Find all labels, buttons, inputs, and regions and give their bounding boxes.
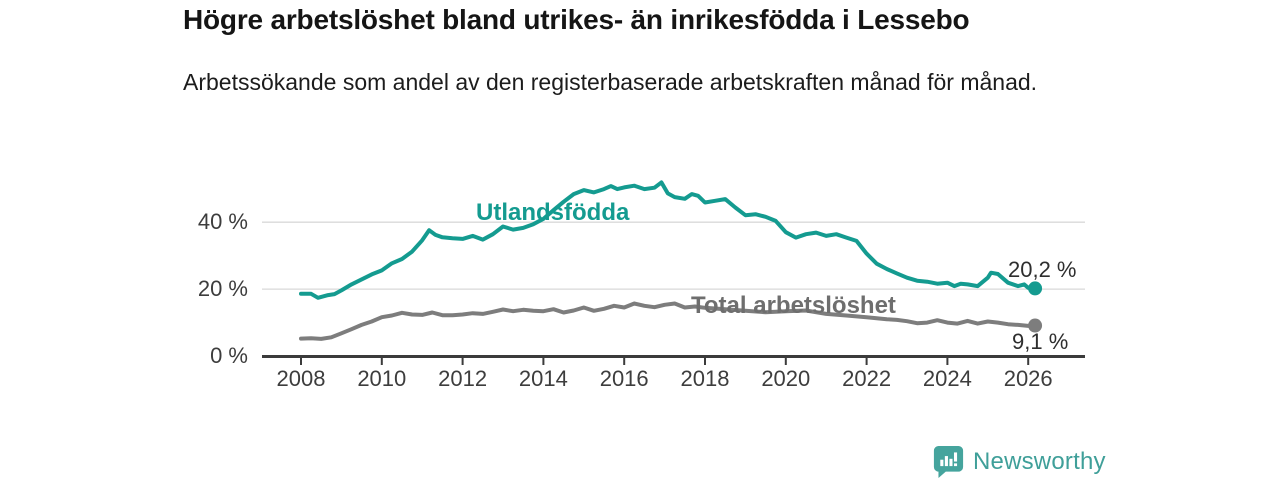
bar-chart-speech-bubble-icon (933, 446, 964, 478)
y-axis-tick-label: 40 % (197, 209, 248, 235)
y-axis-tick-label: 0 % (210, 343, 248, 368)
y-axis-tick-label: 20 % (197, 276, 248, 302)
x-axis-tick-label: 2012 (438, 366, 488, 391)
page-title: Högre arbetslöshet bland utrikes- än inr… (183, 4, 970, 35)
x-axis-tick-label: 2008 (276, 366, 326, 391)
x-axis-tick-label: 2026 (1003, 366, 1053, 391)
end-value-label-utlandsfodda: 20,2 % (1008, 257, 1077, 282)
x-axis-tick-label: 2014 (518, 366, 568, 391)
newsworthy-wordmark: Newsworthy (973, 448, 1106, 475)
series-label-total-arbetsloshet: Total arbetslöshet (691, 292, 896, 319)
x-axis-tick-label: 2018 (680, 366, 730, 391)
x-axis-tick-label: 2024 (922, 366, 972, 391)
newsworthy-logo: Newsworthy (933, 445, 1106, 479)
x-axis-tick-label: 2016 (599, 366, 649, 391)
end-value-label-total-arbetsloshet: 9,1 % (1012, 329, 1069, 354)
x-axis-tick-label: 2022 (842, 366, 892, 391)
chart-subtitle: Arbetssökande som andel av den registerb… (183, 69, 1038, 95)
x-axis-tick-label: 2010 (357, 366, 407, 391)
x-axis-tick-label: 2020 (761, 366, 811, 391)
series-label-utlandsfodda: Utlandsfödda (476, 199, 630, 226)
